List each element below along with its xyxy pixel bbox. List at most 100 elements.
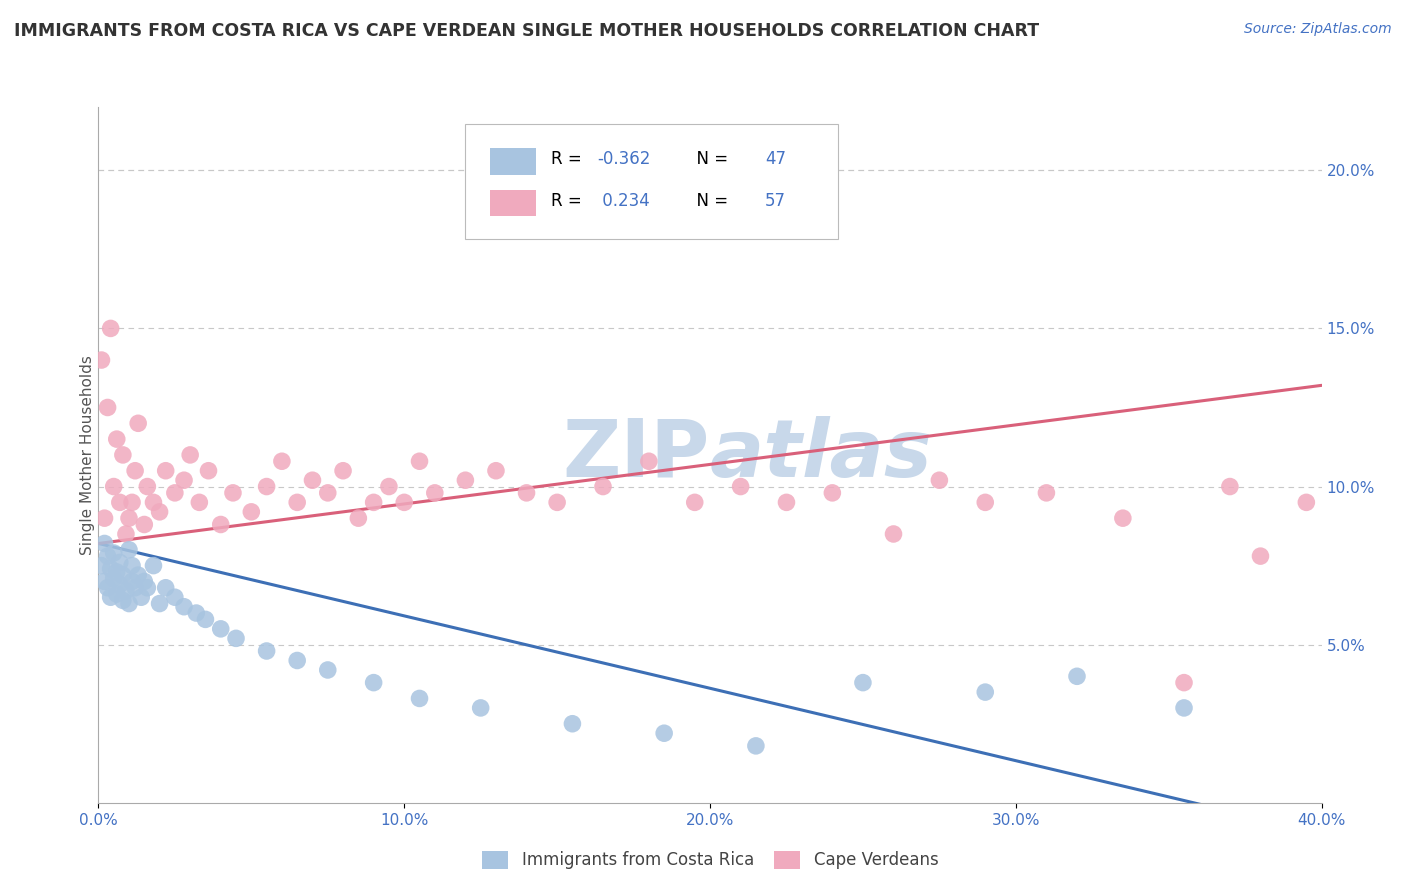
Point [118,597,141,611]
Point [93,574,115,589]
Point [225,632,247,646]
Point [115,527,138,541]
Point [197,464,219,478]
Point [332,464,354,478]
Point [974,495,997,509]
Point [561,716,583,731]
Point [485,464,508,478]
Point [105,432,128,446]
FancyBboxPatch shape [465,124,838,239]
Point [100,321,122,335]
Point [883,527,905,541]
Point [392,495,416,509]
Point [134,517,156,532]
Point [240,505,263,519]
Point [103,546,125,560]
Text: ZIP: ZIP [562,416,710,494]
Point [118,511,141,525]
Point [127,568,149,582]
Point [316,663,339,677]
Legend: Immigrants from Costa Rica, Cape Verdeans: Immigrants from Costa Rica, Cape Verdean… [477,846,943,874]
Point [179,448,201,462]
Point [129,591,152,605]
Point [1249,549,1271,563]
Text: -0.362: -0.362 [598,150,651,169]
Point [1035,486,1057,500]
Point [363,495,385,509]
Point [118,542,141,557]
Point [347,511,370,525]
Point [142,558,165,573]
Point [316,486,339,500]
Point [111,448,134,462]
Point [775,495,797,509]
Point [134,574,156,589]
Text: N =: N = [686,150,733,169]
Point [974,685,997,699]
Point [516,486,538,500]
Point [100,562,122,576]
Point [209,517,232,532]
Text: N =: N = [686,192,733,210]
Text: IMMIGRANTS FROM COSTA RICA VS CAPE VERDEAN SINGLE MOTHER HOUSEHOLDS CORRELATION : IMMIGRANTS FROM COSTA RICA VS CAPE VERDE… [14,22,1039,40]
Point [103,571,125,585]
Text: R =: R = [551,150,588,169]
Point [1173,701,1195,715]
Point [97,401,120,415]
Point [111,593,134,607]
Y-axis label: Single Mother Households: Single Mother Households [80,355,94,555]
Point [194,612,217,626]
Point [155,581,177,595]
Text: 57: 57 [765,192,786,210]
Point [256,479,278,493]
Point [730,479,752,493]
Point [105,587,128,601]
Point [592,479,614,493]
Point [852,675,875,690]
Point [142,495,165,509]
Point [121,495,143,509]
Point [93,511,115,525]
Point [111,568,134,582]
Point [209,622,232,636]
Point [745,739,768,753]
Point [1295,495,1317,509]
Point [100,591,122,605]
Point [149,505,172,519]
Point [136,479,159,493]
Point [408,691,430,706]
Text: 0.234: 0.234 [598,192,650,210]
Point [108,577,131,591]
Text: atlas: atlas [710,416,932,494]
Point [270,454,292,468]
Point [90,353,112,368]
Point [1066,669,1088,683]
FancyBboxPatch shape [489,148,536,175]
Point [1219,479,1241,493]
Point [454,473,477,487]
Point [163,591,186,605]
Point [90,558,112,573]
Point [105,565,128,579]
Point [136,581,159,595]
Point [637,454,661,468]
Point [149,597,172,611]
Point [652,726,675,740]
Point [546,495,568,509]
Point [423,486,446,500]
Point [408,454,430,468]
Point [93,536,115,550]
Point [121,574,143,589]
Point [1112,511,1135,525]
Point [301,473,323,487]
Text: R =: R = [551,192,588,210]
Point [115,583,138,598]
Point [285,495,308,509]
Point [1173,675,1195,690]
Point [470,701,492,715]
Point [285,653,308,667]
Point [103,479,125,493]
Text: 47: 47 [765,150,786,169]
Point [124,464,146,478]
Point [108,495,131,509]
